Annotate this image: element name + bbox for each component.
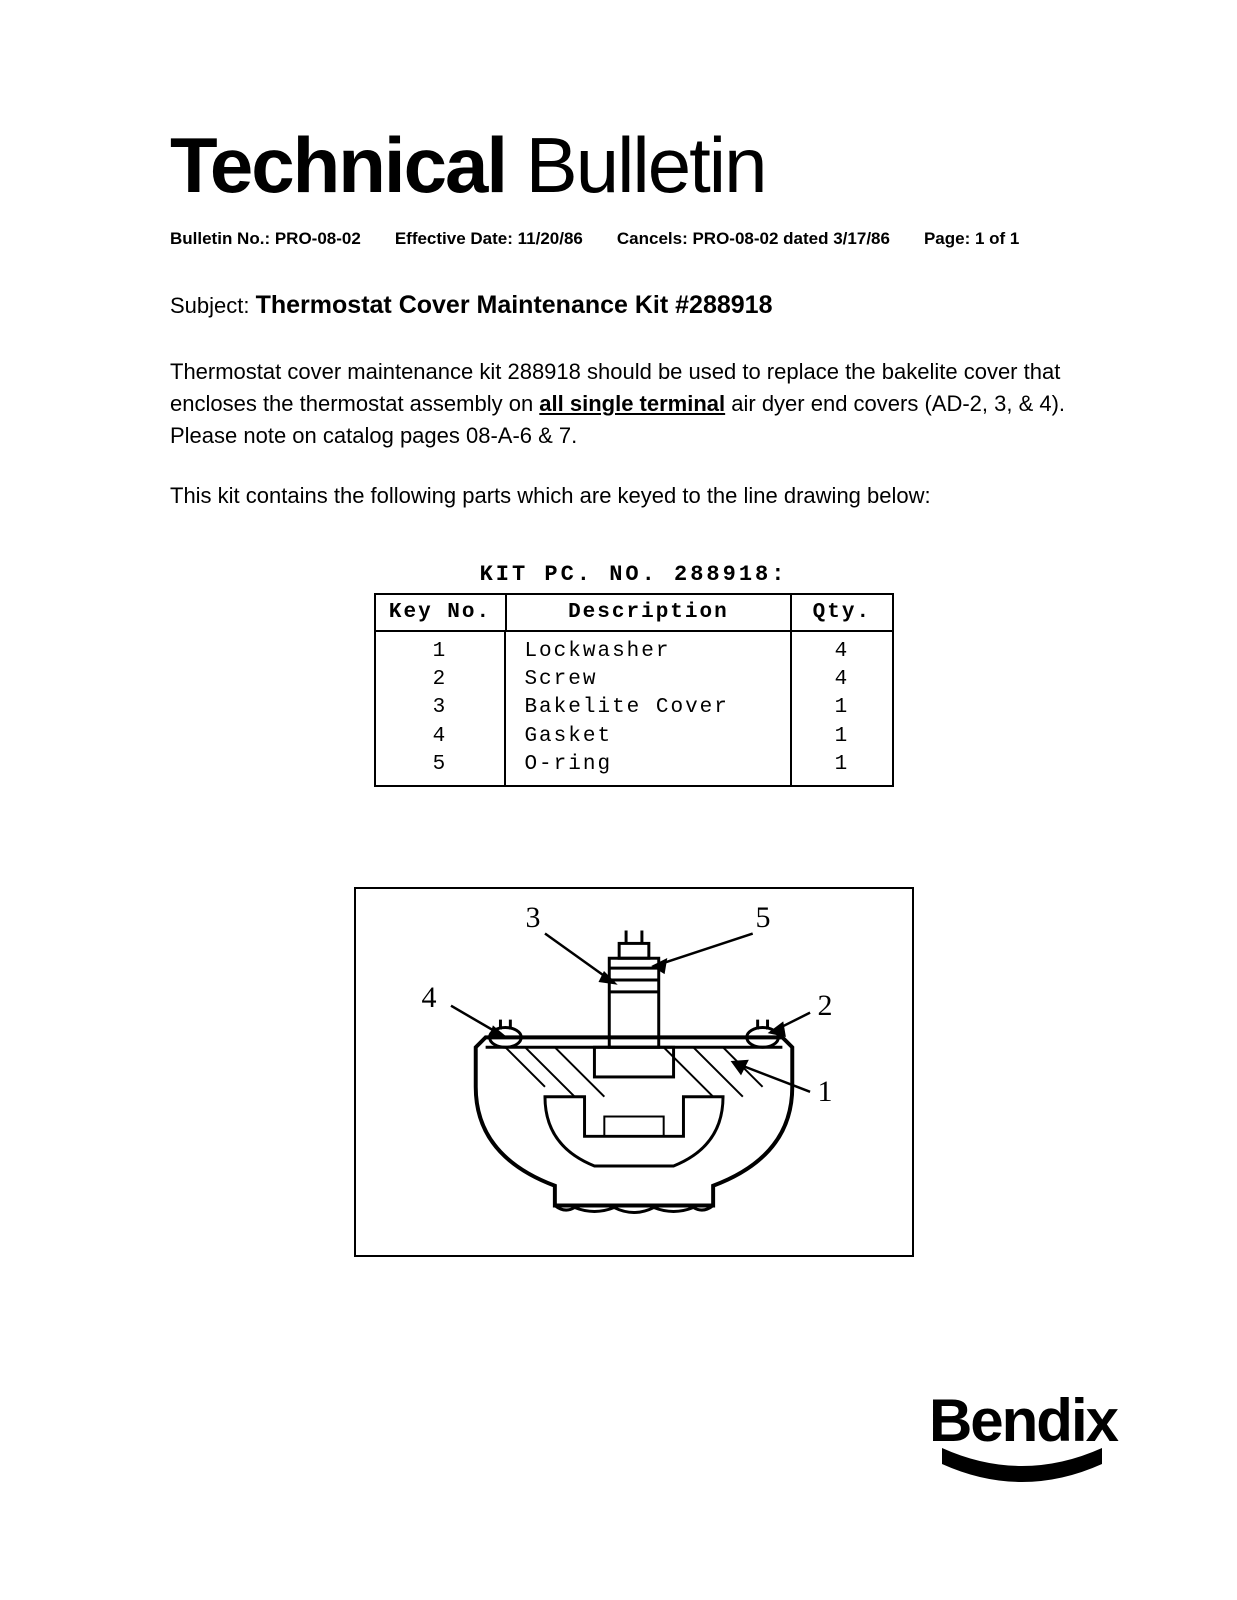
cell-qty: 1 bbox=[792, 694, 891, 722]
th-key: Key No. bbox=[376, 595, 505, 630]
cell-desc: Gasket bbox=[524, 723, 790, 751]
assembly-diagram-icon bbox=[356, 889, 912, 1255]
cell-qty: 1 bbox=[792, 723, 891, 751]
col-key: 1 2 3 4 5 bbox=[376, 632, 505, 786]
meta-page: Page: 1 of 1 bbox=[924, 229, 1019, 249]
cell-desc: Lockwasher bbox=[524, 638, 790, 666]
cell-key: 3 bbox=[376, 694, 505, 722]
masthead-title: Technical Bulletin bbox=[170, 120, 1097, 211]
col-desc: Lockwasher Screw Bakelite Cover Gasket O… bbox=[504, 632, 792, 786]
callout-5: 5 bbox=[756, 901, 771, 935]
paragraph-2: This kit contains the following parts wh… bbox=[170, 480, 1097, 512]
brand-logo: Bendix bbox=[927, 1394, 1117, 1490]
cell-qty: 4 bbox=[792, 638, 891, 666]
col-qty: 4 4 1 1 1 bbox=[792, 632, 891, 786]
meta-bulletin: Bulletin No.: PRO-08-02 bbox=[170, 229, 361, 249]
cell-key: 5 bbox=[376, 751, 505, 779]
cell-key: 1 bbox=[376, 638, 505, 666]
table-header-row: Key No. Description Qty. bbox=[376, 595, 892, 632]
masthead-light: Bulletin bbox=[506, 121, 766, 209]
callout-3: 3 bbox=[526, 901, 541, 935]
kit-title: KIT PC. NO. 288918: bbox=[374, 562, 894, 587]
callout-4: 4 bbox=[422, 981, 437, 1015]
line-drawing: 3 5 4 2 1 bbox=[354, 887, 914, 1257]
cell-key: 2 bbox=[376, 666, 505, 694]
cell-key: 4 bbox=[376, 723, 505, 751]
cell-qty: 4 bbox=[792, 666, 891, 694]
paragraph-1: Thermostat cover maintenance kit 288918 … bbox=[170, 356, 1097, 452]
meta-cancels: Cancels: PRO-08-02 dated 3/17/86 bbox=[617, 229, 890, 249]
subject-value: Thermostat Cover Maintenance Kit #288918 bbox=[256, 291, 773, 319]
callout-1: 1 bbox=[818, 1075, 833, 1109]
brand-name: Bendix bbox=[927, 1394, 1117, 1448]
kit-table: Key No. Description Qty. 1 2 3 4 5 Lockw… bbox=[374, 593, 894, 788]
table-body: 1 2 3 4 5 Lockwasher Screw Bakelite Cove… bbox=[376, 632, 892, 786]
subject-label: Subject: bbox=[170, 293, 256, 318]
meta-effective: Effective Date: 11/20/86 bbox=[395, 229, 583, 249]
cell-desc: Bakelite Cover bbox=[524, 694, 790, 722]
th-qty: Qty. bbox=[792, 595, 891, 630]
para1-underline: all single terminal bbox=[539, 391, 725, 416]
cell-qty: 1 bbox=[792, 751, 891, 779]
cell-desc: Screw bbox=[524, 666, 790, 694]
cell-desc: O-ring bbox=[524, 751, 790, 779]
masthead-bold: Technical bbox=[170, 121, 506, 209]
th-desc: Description bbox=[505, 595, 793, 630]
subject-line: Subject: Thermostat Cover Maintenance Ki… bbox=[170, 291, 1097, 320]
meta-row: Bulletin No.: PRO-08-02 Effective Date: … bbox=[170, 229, 1097, 249]
callout-2: 2 bbox=[818, 989, 833, 1023]
